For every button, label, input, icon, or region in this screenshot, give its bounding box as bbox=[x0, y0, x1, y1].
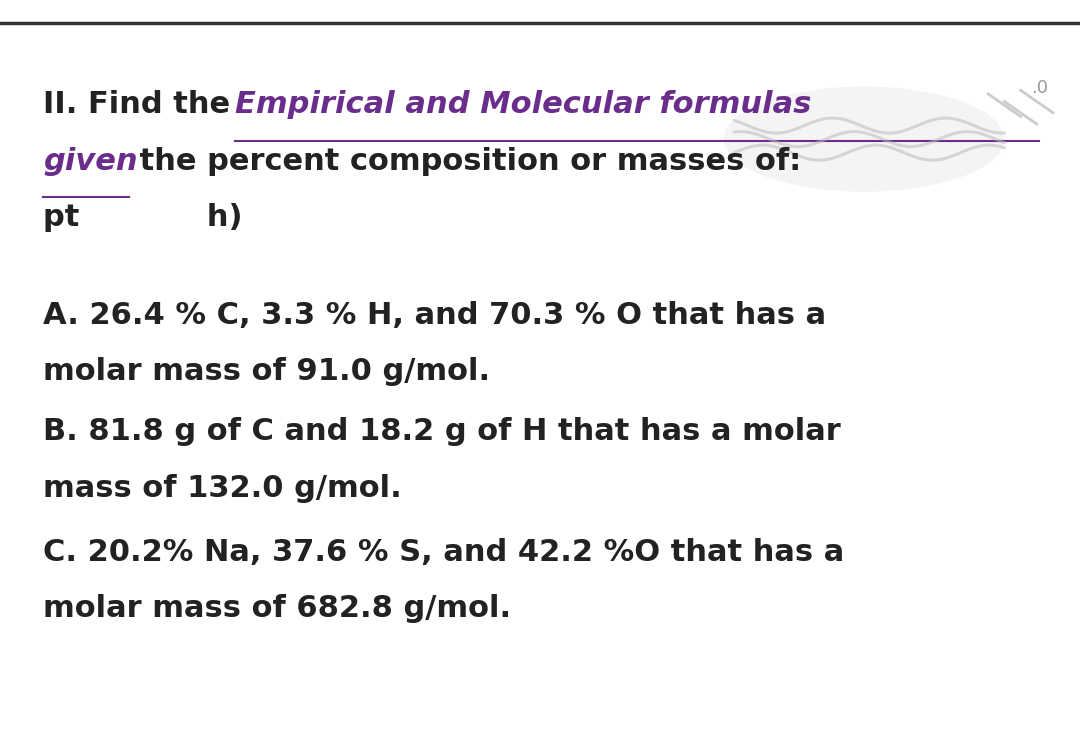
Ellipse shape bbox=[724, 86, 1004, 192]
Text: Empirical and Molecular formulas: Empirical and Molecular formulas bbox=[235, 90, 812, 120]
Text: C. 20.2% Na, 37.6 % S, and 42.2 %O that has a: C. 20.2% Na, 37.6 % S, and 42.2 %O that … bbox=[43, 538, 845, 567]
Text: mass of 132.0 g/mol.: mass of 132.0 g/mol. bbox=[43, 474, 402, 503]
Text: molar mass of 91.0 g/mol.: molar mass of 91.0 g/mol. bbox=[43, 357, 490, 387]
Text: .0: .0 bbox=[1031, 79, 1049, 97]
Text: A. 26.4 % C, 3.3 % H, and 70.3 % O that has a: A. 26.4 % C, 3.3 % H, and 70.3 % O that … bbox=[43, 301, 826, 330]
Text: pt            h): pt h) bbox=[43, 203, 243, 232]
Text: molar mass of 682.8 g/mol.: molar mass of 682.8 g/mol. bbox=[43, 594, 511, 623]
Text: given: given bbox=[43, 147, 138, 176]
Text: II. Find the: II. Find the bbox=[43, 90, 241, 120]
Text: B. 81.8 g of C and 18.2 g of H that has a molar: B. 81.8 g of C and 18.2 g of H that has … bbox=[43, 417, 841, 447]
Text: the percent composition or masses of:: the percent composition or masses of: bbox=[129, 147, 800, 176]
